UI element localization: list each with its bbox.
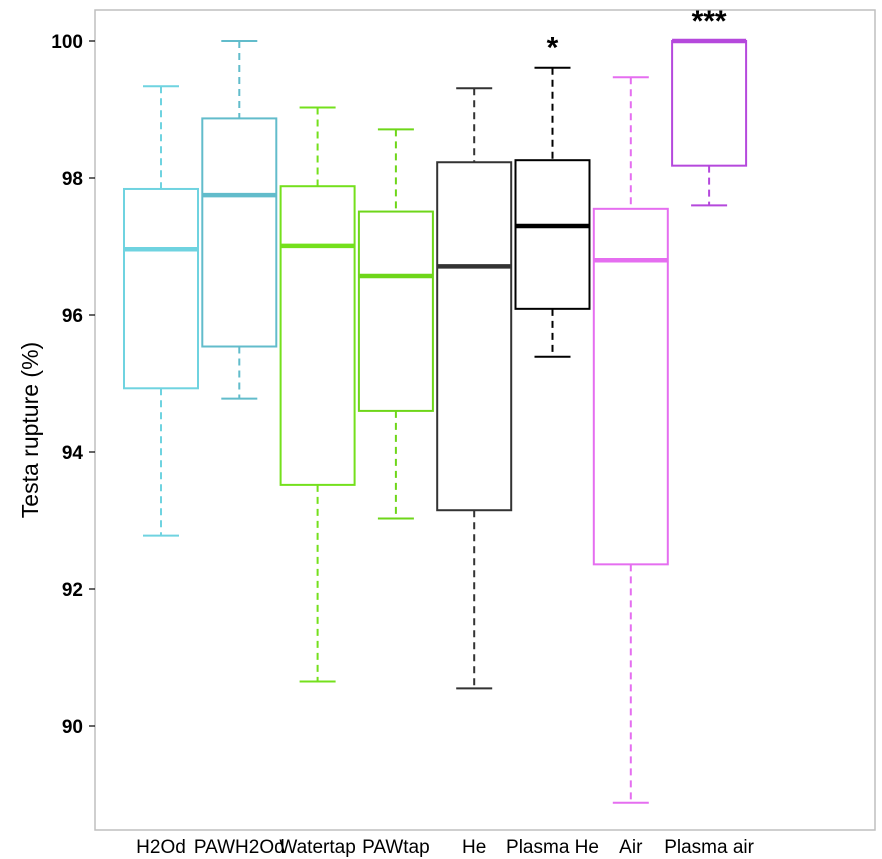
box-he bbox=[436, 87, 513, 690]
category-label: H2Od bbox=[136, 837, 186, 858]
box-pawh2od bbox=[201, 40, 278, 400]
y-tick-label: 96 bbox=[62, 306, 83, 327]
category-label: Plasma He bbox=[506, 837, 599, 858]
category-label: PAWtap bbox=[362, 837, 430, 858]
y-axis: 90 92 94 96 98 100 bbox=[51, 32, 95, 738]
category-label: Air bbox=[619, 837, 643, 858]
box-plasma-air: *** bbox=[671, 5, 748, 207]
iqr-box bbox=[201, 117, 278, 348]
category-label: Watertap bbox=[279, 837, 355, 858]
category-label: Plasma air bbox=[664, 837, 754, 858]
iqr-box bbox=[357, 210, 434, 412]
iqr-box bbox=[671, 40, 748, 167]
box-watertap bbox=[279, 106, 356, 683]
iqr-box bbox=[279, 185, 356, 486]
y-tick-label: 92 bbox=[62, 580, 83, 601]
box-plasma-he: * bbox=[514, 32, 591, 358]
iqr-box bbox=[436, 161, 513, 512]
iqr-box bbox=[123, 187, 199, 390]
iqr-box bbox=[592, 207, 669, 566]
y-tick-label: 98 bbox=[62, 169, 83, 190]
iqr-box bbox=[514, 159, 591, 310]
y-axis-label: Testa rupture (%) bbox=[17, 342, 43, 518]
significance-marker: *** bbox=[692, 5, 727, 38]
plot-frame bbox=[94, 9, 876, 831]
y-tick-label: 94 bbox=[62, 443, 84, 464]
box-pawtap bbox=[357, 128, 434, 520]
box-h2od bbox=[123, 85, 199, 537]
boxes: **** bbox=[123, 5, 748, 804]
y-tick-label: 90 bbox=[62, 717, 83, 738]
category-label: PAWH2Od bbox=[194, 837, 285, 858]
significance-marker: * bbox=[547, 32, 559, 65]
y-tick-label: 100 bbox=[51, 32, 83, 53]
box-air bbox=[592, 76, 669, 804]
category-label: He bbox=[462, 837, 486, 858]
